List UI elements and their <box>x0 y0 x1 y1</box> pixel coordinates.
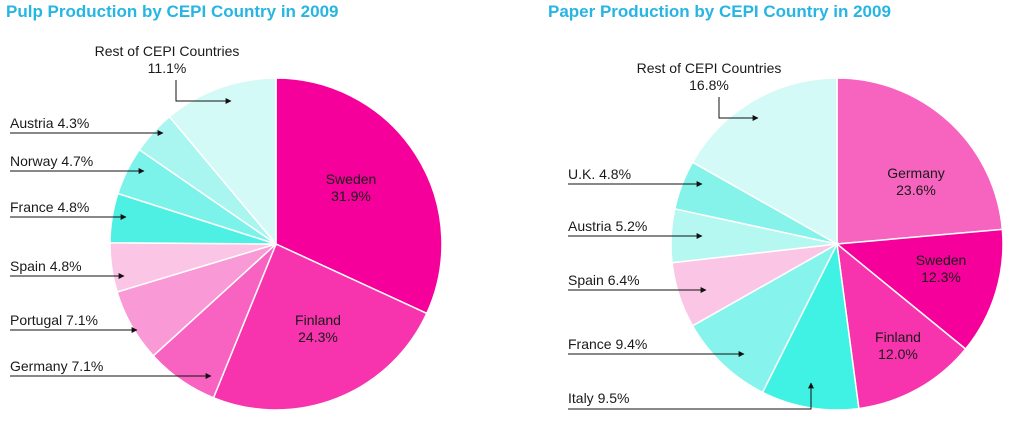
pulp-pie <box>109 77 443 411</box>
pulp-label-portugal: Portugal 7.1% <box>10 312 98 328</box>
pulp-label-sweden-name: Sweden <box>326 171 377 187</box>
pulp-label-germany: Germany 7.1% <box>10 358 103 374</box>
paper-chart-title: Paper Production by CEPI Country in 2009 <box>548 2 891 21</box>
paper-label-rest-value: 16.8% <box>689 77 729 93</box>
paper-label-austria: Austria 5.2% <box>568 218 647 234</box>
paper-leader-italy <box>568 382 814 410</box>
pulp-label-rest-name: Rest of CEPI Countries <box>95 43 240 59</box>
paper-slice-finland <box>836 242 967 410</box>
pulp-leader-rest <box>175 80 232 104</box>
paper-label-germany-name: Germany <box>887 165 945 181</box>
pulp-label-finland-value: 24.3% <box>298 329 338 345</box>
pulp-label-spain: Spain 4.8% <box>10 258 82 274</box>
pulp-slice-finland <box>212 242 428 411</box>
pulp-label-finland-name: Finland <box>295 312 341 328</box>
paper-label-uk: U.K. 4.8% <box>568 166 631 182</box>
paper-label-france: France 9.4% <box>568 336 647 352</box>
paper-label-sweden-name: Sweden <box>916 252 967 268</box>
paper-leader-rest <box>718 97 759 121</box>
paper-slice-rest-of-cepi-countries <box>691 77 838 246</box>
paper-label-rest-name: Rest of CEPI Countries <box>637 60 782 76</box>
pulp-label-norway: Norway 4.7% <box>10 153 93 169</box>
paper-slice-france <box>691 242 839 394</box>
paper-label-finland-name: Finland <box>875 329 921 345</box>
pulp-label-rest-value: 11.1% <box>148 60 187 76</box>
pulp-label-sweden-value: 31.9% <box>331 188 371 204</box>
pulp-chart-title: Pulp Production by CEPI Country in 2009 <box>6 2 339 21</box>
pulp-label-france: France 4.8% <box>10 199 89 215</box>
paper-slice-italy <box>761 241 860 411</box>
paper-slice-germany <box>836 77 1004 245</box>
paper-slice-sweden <box>835 228 1004 351</box>
pulp-slice-rest-of-cepi-countries <box>168 77 277 247</box>
paper-pie <box>670 77 1004 411</box>
pulp-label-austria: Austria 4.3% <box>10 115 89 131</box>
paper-label-spain: Spain 6.4% <box>568 272 640 288</box>
pulp-slice-sweden <box>275 77 443 315</box>
leader-lines <box>10 80 814 410</box>
paper-label-italy: Italy 9.5% <box>568 390 629 406</box>
paper-label-sweden-value: 12.3% <box>921 269 961 285</box>
paper-label-germany-value: 23.6% <box>896 182 936 198</box>
paper-label-finland-value: 12.0% <box>878 346 918 362</box>
